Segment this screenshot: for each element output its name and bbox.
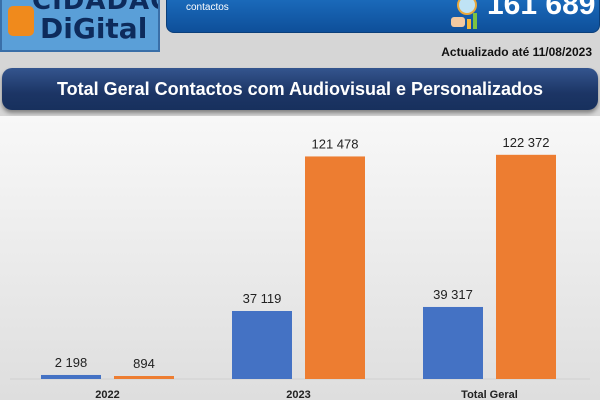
data-label: 122 372	[503, 135, 550, 150]
bar-2022-s1	[41, 374, 101, 379]
data-label: 121 478	[312, 136, 359, 151]
bar-chart: 2 198 894 2022 37 119 121 478 2023 39 317 122 3…	[10, 135, 590, 400]
updated-date: Actualizado até 11/08/2023	[441, 45, 592, 59]
bar-2023-s1	[232, 310, 292, 379]
bar-total-geral-s1	[423, 306, 483, 379]
data-label: 39 317	[433, 287, 473, 302]
plot-area: 2 198 894 2022 37 119 121 478 2023 39 317 122 3…	[0, 116, 600, 400]
bar-2022-s2	[114, 376, 174, 379]
data-label: 894	[133, 356, 155, 371]
logo: CIDADÃO DiGital	[0, 0, 160, 52]
bar-total-geral-s2	[496, 154, 556, 379]
banner-text: contactos	[186, 2, 229, 13]
total-value: 161 689	[487, 0, 596, 21]
thumbs-up-icon	[8, 6, 34, 36]
logo-line2: DiGital	[40, 12, 148, 45]
logo-line1: CIDADÃO	[32, 0, 160, 16]
total-banner: contactos 161 689	[166, 0, 600, 33]
category-label: 2023	[286, 389, 310, 400]
bar-2023-s2	[305, 156, 365, 379]
data-label: 37 119	[243, 291, 282, 306]
data-label: 2 198	[55, 355, 88, 370]
category-label: 2022	[95, 389, 119, 400]
chart-title: Total Geral Contactos com Audiovisual e …	[2, 68, 598, 110]
category-label: Total Geral	[461, 389, 518, 400]
chart-magnifier-icon	[451, 0, 477, 29]
